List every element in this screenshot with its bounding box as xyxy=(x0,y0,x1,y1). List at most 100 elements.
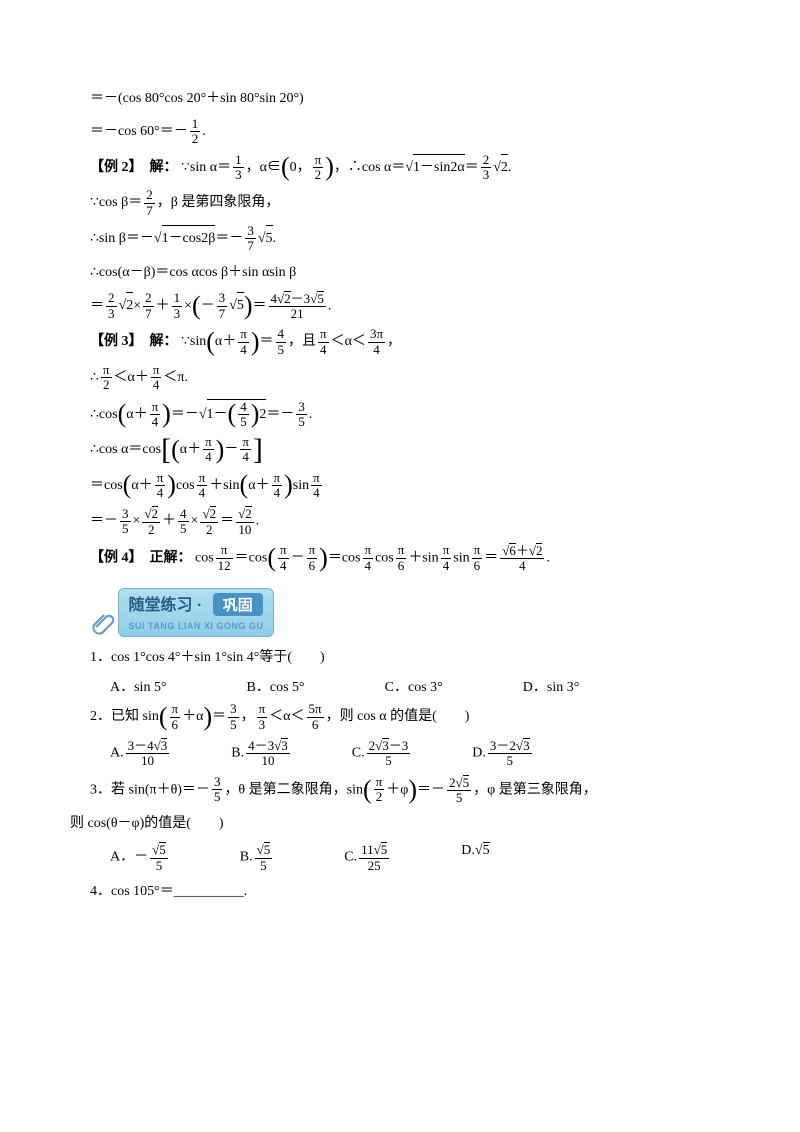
text: . xyxy=(309,407,313,422)
q1-text: 1．cos 1°cos 4°＋sin 1°sin 4°等于( ) xyxy=(90,645,710,670)
text: 0， xyxy=(290,160,311,175)
text: . xyxy=(508,160,512,175)
text: ＋sin xyxy=(209,478,239,493)
text: . xyxy=(256,514,260,529)
text: α＋ xyxy=(180,442,201,457)
q3-text: 3．若 sin(π＋θ)＝－35，θ 是第二象限角，sin(π2＋φ)＝－2√5… xyxy=(90,775,710,806)
sqrt: 2 xyxy=(119,292,134,318)
text: ＝cos xyxy=(235,550,268,565)
banner-subtitle: SUI TANG LIAN XI GONG GU xyxy=(129,621,264,631)
text: ， xyxy=(241,709,255,724)
text: 2．已知 sin xyxy=(90,709,159,724)
text: ＝ xyxy=(220,514,234,529)
text: ∴ xyxy=(90,370,99,385)
text: － xyxy=(291,550,305,565)
q2-options: A.3－4√310 B.4－3√310 C.2√3－35 D.3－2√35 xyxy=(110,738,710,769)
text: ，∴cos α＝ xyxy=(334,160,406,175)
text: ∴cos xyxy=(90,407,118,422)
q3-options: A．－√55 B.√55 C.11√525 D.√5 xyxy=(110,842,710,873)
text: ∵sin xyxy=(181,334,206,349)
text: ＝－ xyxy=(90,514,118,529)
text: ， xyxy=(387,334,401,349)
text: sin xyxy=(453,550,469,565)
fraction: π4 xyxy=(318,327,329,357)
option-b: B．cos 5° xyxy=(247,676,305,696)
fraction: π4 xyxy=(150,400,161,430)
text: . xyxy=(546,550,550,565)
text: 3．若 sin(π＋θ)＝－ xyxy=(90,782,210,797)
fraction: 13 xyxy=(233,153,244,183)
option-a: A.3－4√310 xyxy=(110,738,171,769)
clip-icon xyxy=(90,611,118,639)
text: sin xyxy=(293,478,309,493)
text: α＋ xyxy=(131,478,152,493)
text-line: ＝－cos 60°＝－12. xyxy=(90,117,710,147)
text: ，则 cos α 的值是( ) xyxy=(326,709,470,724)
text-line: ＝－(cos 80°cos 20°＋sin 80°sin 20°) xyxy=(90,86,710,111)
sqrt: 2 xyxy=(493,154,508,180)
sqrt: 5 xyxy=(258,225,273,251)
option-c: C.2√3－35 xyxy=(352,738,413,769)
text: ＋ xyxy=(162,514,176,529)
text: － xyxy=(224,442,238,457)
text: ，α∈ xyxy=(246,160,281,175)
text-line: ＝－35×√22＋45×√22＝√210. xyxy=(90,506,710,537)
text-line: ∴π2＜α＋π4＜π. xyxy=(90,363,710,393)
text-line: ∴cos(α＋π4)＝－1－(45)2＝－35. xyxy=(90,399,710,430)
paren-open: ( xyxy=(192,296,201,317)
text: ∵sin α＝ xyxy=(181,160,231,175)
text-line: ∴cos α＝cos[(α＋π4)－π4] xyxy=(90,435,710,465)
fraction: π2 xyxy=(101,363,112,393)
option-b: B.4－3√310 xyxy=(231,738,292,769)
text: . xyxy=(202,124,206,139)
paren-open: ( xyxy=(206,332,215,353)
text: ＝cos xyxy=(328,550,361,565)
text: ＋α xyxy=(182,709,203,724)
text: ＋sin xyxy=(408,550,438,565)
option-d: D.3－2√35 xyxy=(472,738,533,769)
text: cos xyxy=(195,550,214,565)
paren-close: ) xyxy=(244,296,253,317)
option-c: C．cos 3° xyxy=(385,676,443,696)
text: ＝ xyxy=(212,709,226,724)
example-4: 【例 4】 正解： cosπ12＝cos(π4－π6)＝cosπ4cosπ6＋s… xyxy=(90,543,710,574)
text: ∴cos α＝cos xyxy=(90,442,161,457)
option-d: D.√5 xyxy=(461,842,489,873)
text: ＝ xyxy=(465,160,479,175)
sqrt: 1－(45)2 xyxy=(199,399,267,430)
option-a: A．－√55 xyxy=(110,842,170,873)
text: ＝－cos 60°＝－ xyxy=(90,124,188,139)
text: ＝－ xyxy=(171,407,199,422)
option-c: C.11√525 xyxy=(344,842,391,873)
text: ，β 是第四象限角， xyxy=(157,195,280,210)
text: ＝－ xyxy=(215,231,243,246)
fraction: 23 xyxy=(106,291,117,321)
text: α＋ xyxy=(248,478,269,493)
fraction: 27 xyxy=(144,188,155,218)
text-line: ∵cos β＝27，β 是第四象限角， xyxy=(90,188,710,218)
bracket-close: ] xyxy=(253,438,263,462)
fraction: 27 xyxy=(143,291,154,321)
text: ＋φ xyxy=(386,782,408,797)
text: ＜π. xyxy=(163,370,188,385)
paren-open: ( xyxy=(118,404,127,425)
sqrt: 5 xyxy=(229,292,244,318)
banner-title: 随堂练习 xyxy=(129,597,193,614)
text: ＜α＋ xyxy=(114,370,149,385)
text: ＝ xyxy=(260,334,274,349)
fraction: 23 xyxy=(481,153,492,183)
paren-close: ) xyxy=(162,404,171,425)
sqrt: 1－sin2α xyxy=(405,154,464,180)
text: ＝cos xyxy=(90,478,123,493)
fraction: 3π4 xyxy=(368,327,385,357)
text: ，φ 是第三象限角， xyxy=(473,782,597,797)
text-line: ∴sin β＝－1－cos2β＝－375. xyxy=(90,224,710,254)
text: × xyxy=(133,514,141,529)
banner-word: 巩固 xyxy=(213,593,263,616)
example-label: 【例 3】 解： xyxy=(90,334,178,349)
fraction: 37 xyxy=(217,291,228,321)
text: ＜α＜ xyxy=(269,709,304,724)
text: ，且 xyxy=(288,334,316,349)
fraction: π4 xyxy=(238,327,249,357)
bracket-open: [ xyxy=(161,438,171,462)
